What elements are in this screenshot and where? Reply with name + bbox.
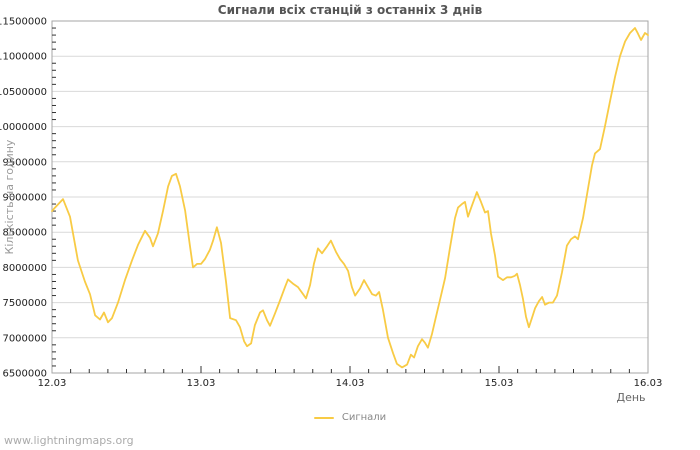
y-tick-label: 11500000 [0,17,47,28]
x-tick-label: 14.03 [336,378,365,389]
y-tick-label: 9500000 [2,157,47,168]
x-tick-label: 12.03 [38,378,67,389]
y-tick-label: 10000000 [0,122,47,133]
y-tick-label: 7000000 [2,333,47,344]
y-tick-label: 11000000 [0,52,47,63]
legend-label: Сигнали [341,412,387,423]
y-axis-title: Кількість на годину [3,139,16,255]
y-tick-label: 6500000 [2,369,47,380]
legend-line-swatch [313,416,334,419]
y-tick-label: 7500000 [2,298,47,309]
y-tick-label: 8000000 [2,263,47,274]
signals-series-line [51,27,649,369]
y-tick-label: 8500000 [2,228,47,239]
y-tick-label: 9000000 [2,193,47,204]
x-tick-label: 15.03 [485,378,514,389]
chart-title: Сигнали всіх станцій з останніх 3 днів [217,3,483,17]
legend: Сигнали [0,412,700,423]
x-axis-title: День [616,391,646,404]
y-tick-label: 10500000 [0,87,47,98]
watermark-link[interactable]: www.lightningmaps.org [4,434,134,447]
x-tick-label: 16.03 [634,378,663,389]
x-tick-label: 13.03 [187,378,216,389]
